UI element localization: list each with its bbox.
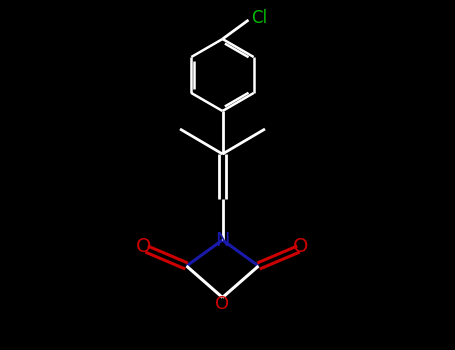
Text: N: N xyxy=(215,231,230,250)
Text: O: O xyxy=(136,237,152,256)
Text: O: O xyxy=(293,237,308,256)
Text: O: O xyxy=(215,295,230,313)
Text: Cl: Cl xyxy=(252,9,268,27)
